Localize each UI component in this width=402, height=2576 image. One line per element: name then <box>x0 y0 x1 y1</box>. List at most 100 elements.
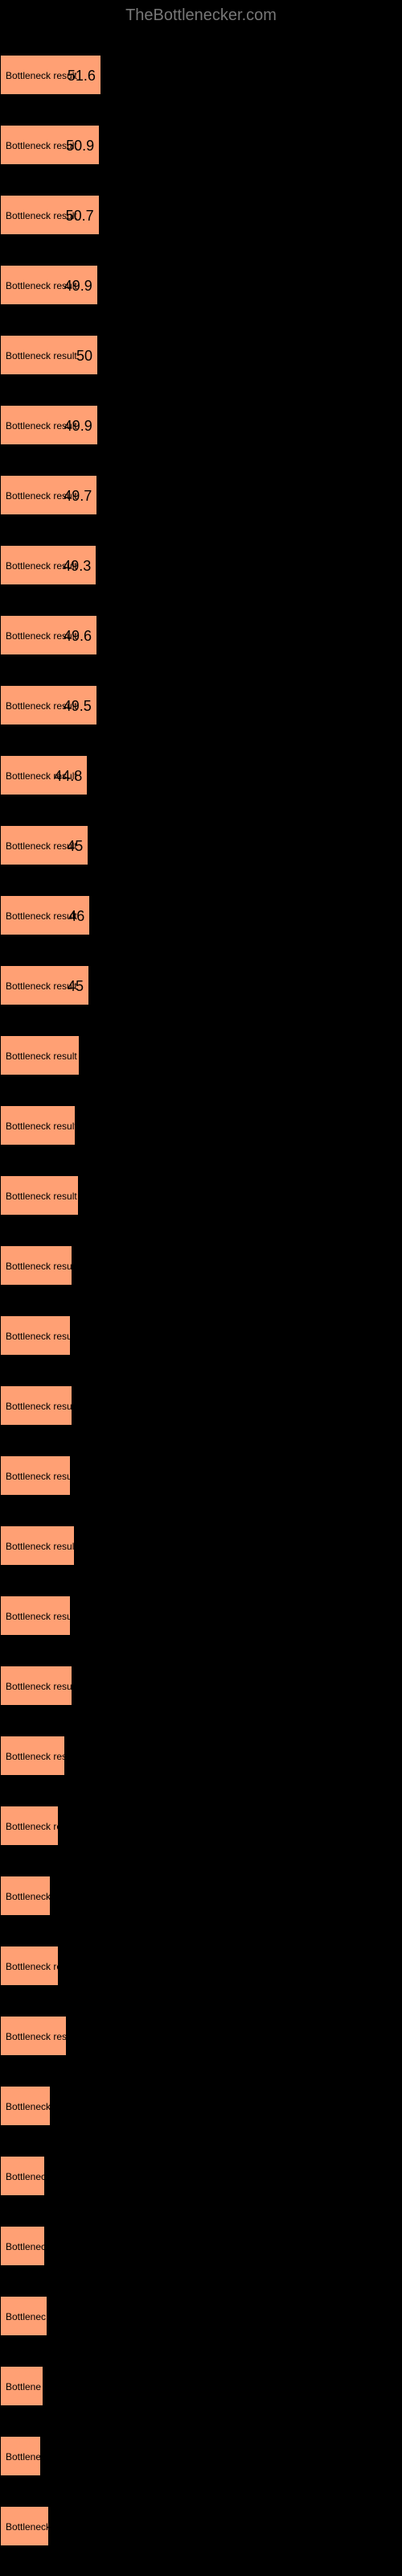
bar-inside-label: Bottleneck result <box>6 896 77 936</box>
bar-track: Bottleneck resu <box>0 2016 402 2056</box>
row-label: NVIDIA GeForce RTX 3070 <box>3 1083 111 1105</box>
bar-inside-label: Bottleneck result <box>6 1596 70 1637</box>
bar-value: 45 <box>67 826 83 866</box>
chart-row: AMD Radeon RX 7800 XTBottleneck result <box>0 1503 402 1573</box>
bar: Bottleneck resu <box>0 2016 67 2056</box>
bar-inside-label: Bottleneck result <box>6 1666 72 1707</box>
bar-track: Bottleneck result <box>0 1245 402 1286</box>
bar: Bottleneck result46 <box>0 895 90 935</box>
row-label: NVIDIA GeForce RTX 3080 <box>3 943 111 965</box>
chart-row: NVIDIA GeForce RTX 4080 SUPERBottleneck … <box>0 102 402 172</box>
row-label: NVIDIA GeForce RTX 4080 <box>3 172 111 195</box>
bar-value: 49.3 <box>63 546 91 586</box>
bar-track: Bottleneck result50 <box>0 335 402 375</box>
bar-track: Bottleneck result51.6 <box>0 55 402 95</box>
bar-inside-label: Bottleneck result <box>6 1456 70 1496</box>
chart-row: AMD Radeon RX 7900 GREBottleneck result4… <box>0 873 402 943</box>
row-label: NVIDIA RTX 6000 Ada Generation <box>3 312 138 335</box>
row-label: NVIDIA GeForce RTX 2060 SUPER <box>3 2483 144 2506</box>
bar-track: Bottleneck <box>0 2086 402 2126</box>
bar: Bottleneck result49.6 <box>0 615 97 655</box>
row-label: NVIDIA RTX A2000 <box>3 1783 80 1806</box>
row-label: NVIDIA GeForce RTX 4070 Ti SUPER <box>3 382 154 405</box>
bar: Bottlenec <box>0 2156 45 2196</box>
bar: Bottleneck <box>0 2086 51 2126</box>
bar-inside-label: Bottleneck result <box>6 1526 74 1567</box>
row-label: NVIDIA GeForce RTX 4070 Ti <box>3 452 121 475</box>
bar-value: 49.9 <box>64 266 92 306</box>
bar: Bottleneck result49.9 <box>0 265 98 305</box>
bar-inside-label: Bottleneck resu <box>6 1736 64 1777</box>
bar-value: 49.7 <box>64 476 92 516</box>
bottleneck-chart: NVIDIA GeForce RTX 4090Bottleneck result… <box>0 32 402 2560</box>
bar: Bottleneck result <box>0 1596 71 1636</box>
bar-inside-label: Bottlenec <box>6 2297 46 2337</box>
bar: Bottleneck result <box>0 1105 76 1146</box>
chart-row: NVIDIA GeForce RTX 4070 SUPERBottleneck … <box>0 663 402 733</box>
chart-row: NVIDIA GeForce RTX 3070Bottleneck result <box>0 1083 402 1153</box>
chart-row: AMD Radeon RX 6600Bottleneck <box>0 2063 402 2133</box>
row-label: NVIDIA GeForce RTX 4080 SUPER <box>3 102 144 125</box>
row-label: NVIDIA GeForce RTX 2080 <box>3 1223 111 1245</box>
bar-value: 50.7 <box>66 196 94 236</box>
bar-track: Bottleneck result <box>0 1315 402 1356</box>
bar-inside-label: Bottleneck result <box>6 1106 75 1146</box>
row-label: NVIDIA GeForce RTX 3060 <box>3 1713 111 1736</box>
chart-row: NVIDIA GeForce RTX 4070 TiBottleneck res… <box>0 452 402 522</box>
chart-row: NVIDIA TITAN VBottleneck result <box>0 1013 402 1083</box>
bar-inside-label: Bottleneck <box>6 2507 48 2547</box>
bar-value: 45 <box>68 966 84 1006</box>
chart-row: NVIDIA GeForce RTX 3060Bottleneck resu <box>0 1713 402 1783</box>
bar-value: 44.8 <box>54 756 82 796</box>
bar: Bottleneck result50.7 <box>0 195 100 235</box>
bar: Bottleneck re <box>0 1806 59 1846</box>
bar: Bottlene <box>0 2436 41 2476</box>
bar-track: Bottleneck result49.9 <box>0 265 402 305</box>
chart-row: NVIDIA GeForce RTX 2080 SUPERBottleneck … <box>0 1573 402 1643</box>
bar-track: Bottleneck result44.8 <box>0 755 402 795</box>
row-label: NVIDIA GeForce RTX 3070 Ti <box>3 733 121 755</box>
bar-inside-label: Bottlenec <box>6 2227 44 2267</box>
row-label: AMD Radeon RX 7900 XTX <box>3 242 113 265</box>
page-title: TheBottlenecker.com <box>125 6 277 25</box>
bar-track: Bottlene <box>0 2436 402 2476</box>
bar: Bottleneck result <box>0 1666 72 1706</box>
bar-track: Bottleneck result50.7 <box>0 195 402 235</box>
bar-track: Bottleneck result45 <box>0 825 402 865</box>
bar-track: Bottleneck re <box>0 1946 402 1986</box>
bar-track: Bottlene <box>0 2366 402 2406</box>
row-label: NVIDIA GeForce RTX 3060 Ti <box>3 1993 121 2016</box>
bar: Bottleneck result44.8 <box>0 755 88 795</box>
bar: Bottleneck result <box>0 1525 75 1566</box>
chart-row: NVIDIA RTX A2000Bottleneck re <box>0 1783 402 1853</box>
bar: Bottleneck result49.9 <box>0 405 98 445</box>
chart-row: NVIDIA RTX 6000 Ada GenerationBottleneck… <box>0 312 402 382</box>
chart-row: NVIDIA Quadro GV100Bottleneck result <box>0 1433 402 1503</box>
bar: Bottleneck result50.9 <box>0 125 100 165</box>
bar-inside-label: Bottleneck result <box>6 1316 70 1356</box>
bar: Bottleneck resu <box>0 1736 65 1776</box>
row-label: NVIDIA GeForce GTX 1660 SUPER <box>3 2203 145 2226</box>
bar-track: Bottleneck result <box>0 1596 402 1636</box>
bar-track: Bottlenec <box>0 2226 402 2266</box>
bar-value: 46 <box>68 896 84 936</box>
bar-track: Bottleneck result49.7 <box>0 475 402 515</box>
bar-inside-label: Bottleneck <box>6 2087 50 2127</box>
bar-track: Bottleneck result <box>0 1385 402 1426</box>
row-label: AMD Radeon RX 7900 XT <box>3 592 107 615</box>
row-label: AMD Radeon RX 5600 XT <box>3 2273 107 2296</box>
chart-row: AMD Radeon RX 5700Bottlene <box>0 2343 402 2413</box>
bar: Bottleneck re <box>0 1946 59 1986</box>
bar: Bottleneck <box>0 1876 51 1916</box>
bar-value: 49.6 <box>64 616 92 656</box>
bar: Bottleneck result49.5 <box>0 685 97 725</box>
bar: Bottleneck result <box>0 1315 71 1356</box>
row-label: AMD Radeon RX 6800 XT <box>3 803 107 825</box>
bar: Bottleneck result <box>0 1035 80 1075</box>
bar-track: Bottleneck result <box>0 1666 402 1706</box>
bar-inside-label: Bottleneck result <box>6 1246 72 1286</box>
bar-track: Bottleneck result <box>0 1175 402 1216</box>
bar: Bottleneck result45 <box>0 825 88 865</box>
bar-track: Bottleneck result <box>0 1105 402 1146</box>
bar: Bottleneck result51.6 <box>0 55 101 95</box>
